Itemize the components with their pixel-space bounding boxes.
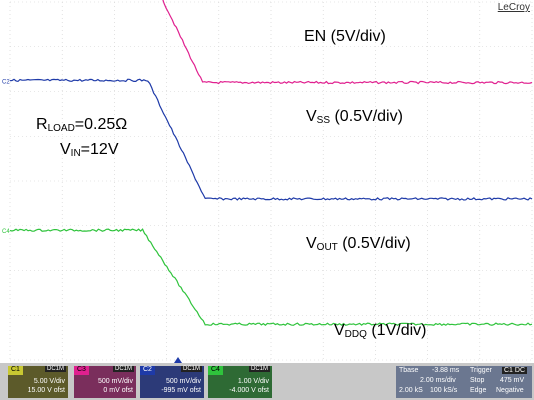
timebase-per-div: 2.00 ms/div — [420, 377, 456, 384]
graticule — [9, 1, 533, 361]
channel-panel-c1[interactable]: C1 DC1M 5.00 V/div 15.00 V ofst — [8, 366, 68, 398]
label-vin: VIN=12V — [60, 141, 119, 159]
channel-panel-c2[interactable]: C2 DC1M 500 mV/div -995 mV ofst — [140, 366, 204, 398]
trigger-type: Edge — [470, 387, 487, 394]
trigger-level: 475 mV — [500, 377, 525, 384]
channel-panel-c4[interactable]: C4 DC1M 1.00 V/div -4.000 V ofst — [208, 366, 272, 398]
timebase-label: Tbase — [399, 367, 419, 374]
timebase-rate: 100 kS/s — [430, 387, 458, 394]
waveform-plot: C1C3C2C4 — [2, 0, 533, 361]
trigger-marker — [174, 357, 182, 363]
trigger-slope: Negative — [496, 387, 524, 394]
label-vddq: VDDQ (1V/div) — [334, 322, 427, 340]
traces: C1C3C2C4 — [2, 0, 533, 327]
label-vout: VOUT (0.5V/div) — [306, 235, 411, 253]
channel-panel-c3[interactable]: C3 DC1M 500 mV/div 0 mV ofst — [74, 366, 136, 398]
channel-marker-c2: C2 — [2, 79, 10, 85]
label-en: EN (5V/div) — [304, 28, 386, 45]
trace-c3 — [162, 0, 533, 85]
trigger-source: C1 DC — [502, 367, 528, 374]
label-vss: VSS (0.5V/div) — [306, 108, 403, 126]
trigger-label: Trigger — [470, 367, 492, 374]
trace-c2 — [9, 78, 533, 201]
channel-marker-c4: C4 — [2, 229, 10, 235]
timebase-delay: -3.88 ms — [432, 367, 460, 374]
trigger-mode: Stop — [470, 377, 485, 384]
timebase-trigger-panel[interactable]: Tbase -3.88 ms 2.00 ms/div 2.00 kS 100 k… — [396, 366, 532, 398]
trace-c4 — [9, 228, 533, 327]
label-rload: RLOAD=0.25Ω — [36, 116, 128, 134]
brand-logo: LeCroy — [497, 2, 530, 13]
timebase-samples: 2.00 kS — [399, 387, 423, 394]
